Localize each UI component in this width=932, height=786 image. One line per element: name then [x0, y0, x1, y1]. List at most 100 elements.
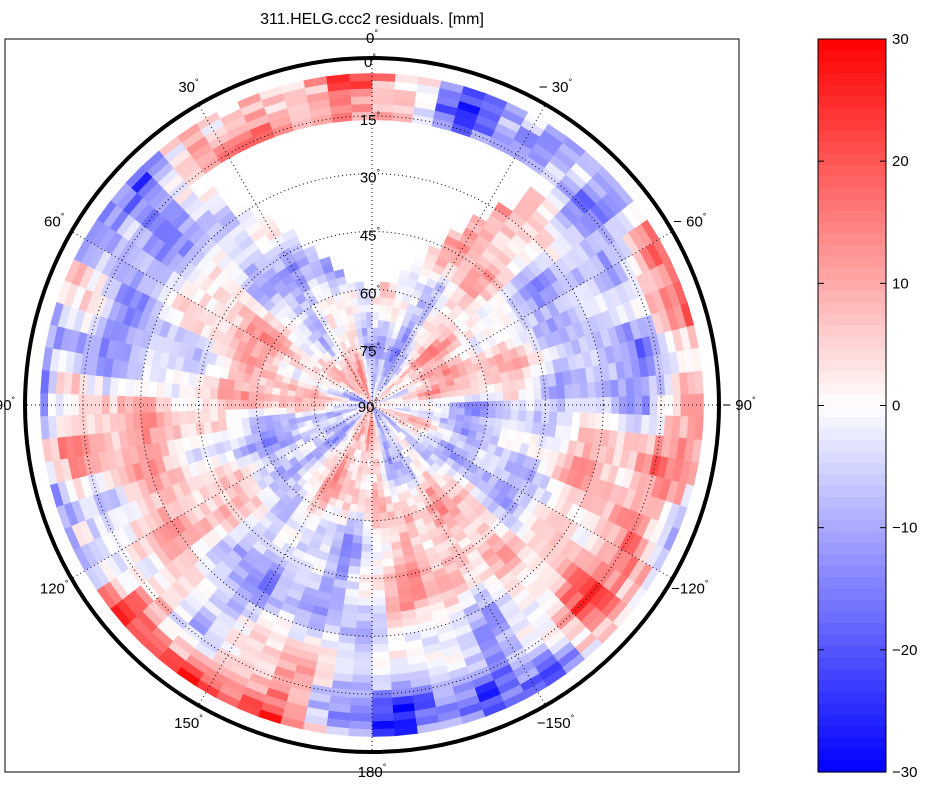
- residual-cell: [371, 504, 380, 514]
- residual-cell: [371, 527, 382, 537]
- residual-cell: [371, 704, 394, 714]
- residual-cell: [357, 596, 373, 606]
- residual-cell: [155, 382, 166, 399]
- residual-cell: [271, 387, 282, 396]
- residual-cell: [463, 394, 473, 403]
- degree-mark: °: [61, 212, 65, 222]
- residual-cell: [256, 384, 267, 395]
- elevation-label: 60°: [360, 283, 381, 302]
- colorbar-swatch: [818, 554, 886, 567]
- residual-cell: [378, 304, 387, 314]
- residual-cell: [248, 408, 258, 419]
- colorbar-swatch: [818, 531, 886, 544]
- colorbar-swatch: [818, 749, 886, 762]
- degree-mark: °: [372, 52, 376, 62]
- residual-cell: [517, 409, 527, 422]
- residual-cell: [232, 409, 242, 420]
- colorbar-swatch: [818, 623, 886, 636]
- residual-cell: [371, 627, 389, 637]
- residual-cell: [209, 387, 219, 400]
- degree-mark: °: [377, 168, 381, 178]
- colorbar: 30 20 10 0 −10 −20 −30: [817, 31, 917, 781]
- residual-cell: [371, 73, 396, 83]
- residual-cell: [371, 481, 379, 491]
- residual-cell: [586, 412, 596, 429]
- center-label: 90°: [358, 397, 379, 416]
- residual-cell: [471, 393, 481, 402]
- residual-cell: [371, 88, 395, 98]
- residual-cell: [486, 408, 496, 419]
- residual-cell: [479, 408, 488, 418]
- degree-mark: °: [703, 212, 707, 222]
- residual-cell: [363, 520, 373, 529]
- elevation-ring: [255, 288, 489, 522]
- residual-cell: [371, 489, 379, 498]
- residual-cell: [586, 381, 596, 398]
- residual-cell: [463, 407, 473, 416]
- colorbar-tick-label: −20: [892, 642, 917, 659]
- colorbar-swatch: [818, 164, 886, 178]
- residual-cell: [433, 406, 442, 413]
- residual-cell: [471, 408, 481, 417]
- residual-cell: [578, 382, 589, 399]
- residual-cell: [360, 558, 373, 568]
- colorbar-swatch: [818, 565, 886, 578]
- residual-cell: [624, 413, 635, 433]
- residual-cell: [362, 527, 373, 537]
- residual-cell: [381, 549, 394, 560]
- degree-mark: °: [377, 341, 381, 351]
- residual-cell: [363, 512, 373, 522]
- residual-cell: [649, 394, 658, 416]
- residual-cell: [371, 304, 380, 314]
- residual-cell: [178, 384, 189, 399]
- residual-cell: [356, 612, 373, 622]
- residual-cell: [594, 380, 604, 398]
- residual-cell: [509, 409, 519, 421]
- colorbar-swatch: [818, 359, 886, 372]
- residual-cell: [353, 526, 364, 537]
- azimuth-label: − 90°: [722, 395, 756, 414]
- horizon-circle: [23, 56, 721, 754]
- colorbar-tick-label: −10: [892, 520, 917, 537]
- residual-cell: [371, 681, 393, 691]
- residual-cell: [525, 410, 535, 423]
- residual-cell: [365, 319, 373, 329]
- residual-cell: [371, 635, 390, 645]
- residual-cell: [302, 397, 311, 404]
- residual-cell: [357, 496, 366, 506]
- colorbar-swatch: [818, 462, 886, 475]
- residual-cell: [361, 543, 373, 552]
- elevation-label: 45°: [360, 226, 381, 245]
- colorbar-swatch: [818, 313, 886, 326]
- residual-cell: [264, 385, 274, 395]
- residual-cell: [367, 450, 373, 460]
- colorbar-swatch: [818, 737, 886, 750]
- residual-cell: [687, 393, 697, 417]
- colorbar-swatch: [818, 646, 886, 659]
- colorbar-tick-label: 0: [892, 398, 900, 415]
- residual-cell: [256, 392, 265, 402]
- colorbar-swatch: [818, 279, 886, 292]
- colorbar-swatch: [818, 61, 886, 74]
- residual-cell: [609, 412, 619, 432]
- residual-cell: [440, 407, 450, 414]
- residual-cell: [379, 281, 390, 291]
- residual-cell: [540, 386, 550, 400]
- residual-cell: [357, 604, 373, 614]
- residual-cell: [359, 573, 373, 583]
- colorbar-swatch: [818, 680, 886, 693]
- residual-cell: [368, 443, 373, 452]
- residual-cell: [381, 542, 393, 552]
- residual-cell: [563, 383, 573, 399]
- residual-cell: [376, 327, 384, 337]
- elevation-ring: [82, 115, 662, 695]
- colorbar-swatch: [818, 119, 886, 132]
- colorbar-swatch: [818, 325, 886, 338]
- residual-cell: [548, 398, 558, 412]
- residual-cell: [510, 399, 519, 411]
- residual-cell: [354, 519, 365, 529]
- colorbar-swatch: [818, 668, 886, 681]
- residual-cell: [479, 400, 488, 410]
- residual-cell: [366, 473, 373, 483]
- residual-cell: [279, 388, 289, 397]
